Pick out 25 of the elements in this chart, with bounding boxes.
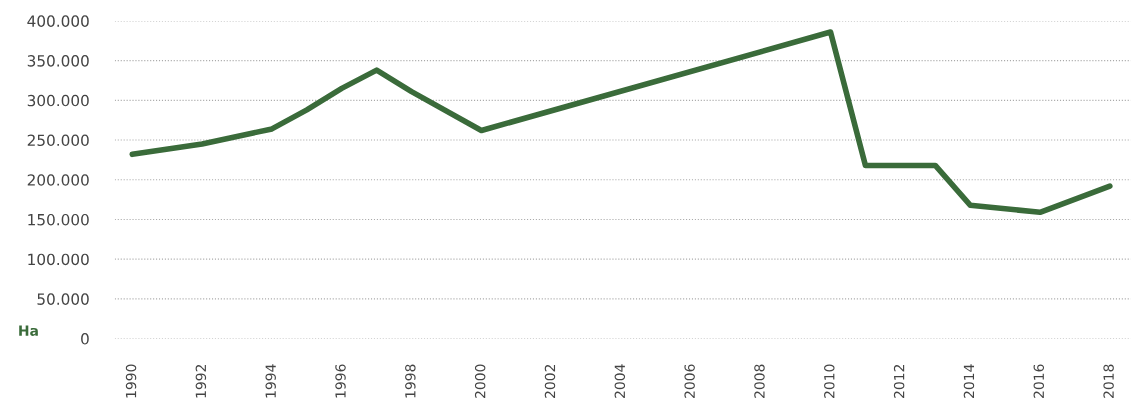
x-tick-label: 1996 xyxy=(335,364,346,398)
x-tick-label: 2018 xyxy=(1103,364,1114,398)
y-tick-label: 150.000 xyxy=(28,213,89,226)
y-tick-label: 100.000 xyxy=(28,253,89,266)
y-tick-label: 400.000 xyxy=(27,15,89,27)
y-tick-label: 200.000 xyxy=(27,174,89,186)
x-tick-label: 2008 xyxy=(754,364,765,398)
x-tick-label: 2010 xyxy=(824,364,835,398)
x-tick-label: 2014 xyxy=(963,364,975,398)
y-axis-title: Ha xyxy=(19,325,38,336)
y-tick-label: 50.000 xyxy=(37,293,89,305)
x-tick-label: 2004 xyxy=(614,364,626,398)
y-tick-label: 300.000 xyxy=(27,94,89,107)
x-tick-label: 2012 xyxy=(893,364,905,398)
x-tick-label: 2002 xyxy=(544,364,556,398)
y-tick-label: 0 xyxy=(81,333,89,345)
x-tick-label: 1998 xyxy=(405,364,416,398)
x-tick-label: 2000 xyxy=(474,364,486,398)
y-tick-label: 250.000 xyxy=(27,134,89,147)
y-tick-label: 350.000 xyxy=(27,55,89,67)
x-tick-label: 1994 xyxy=(265,364,276,398)
x-tick-label: 1990 xyxy=(125,364,137,398)
x-tick-label: 1992 xyxy=(195,364,207,398)
x-tick-label: 2016 xyxy=(1033,364,1045,398)
x-tick-label: 2006 xyxy=(684,364,695,398)
